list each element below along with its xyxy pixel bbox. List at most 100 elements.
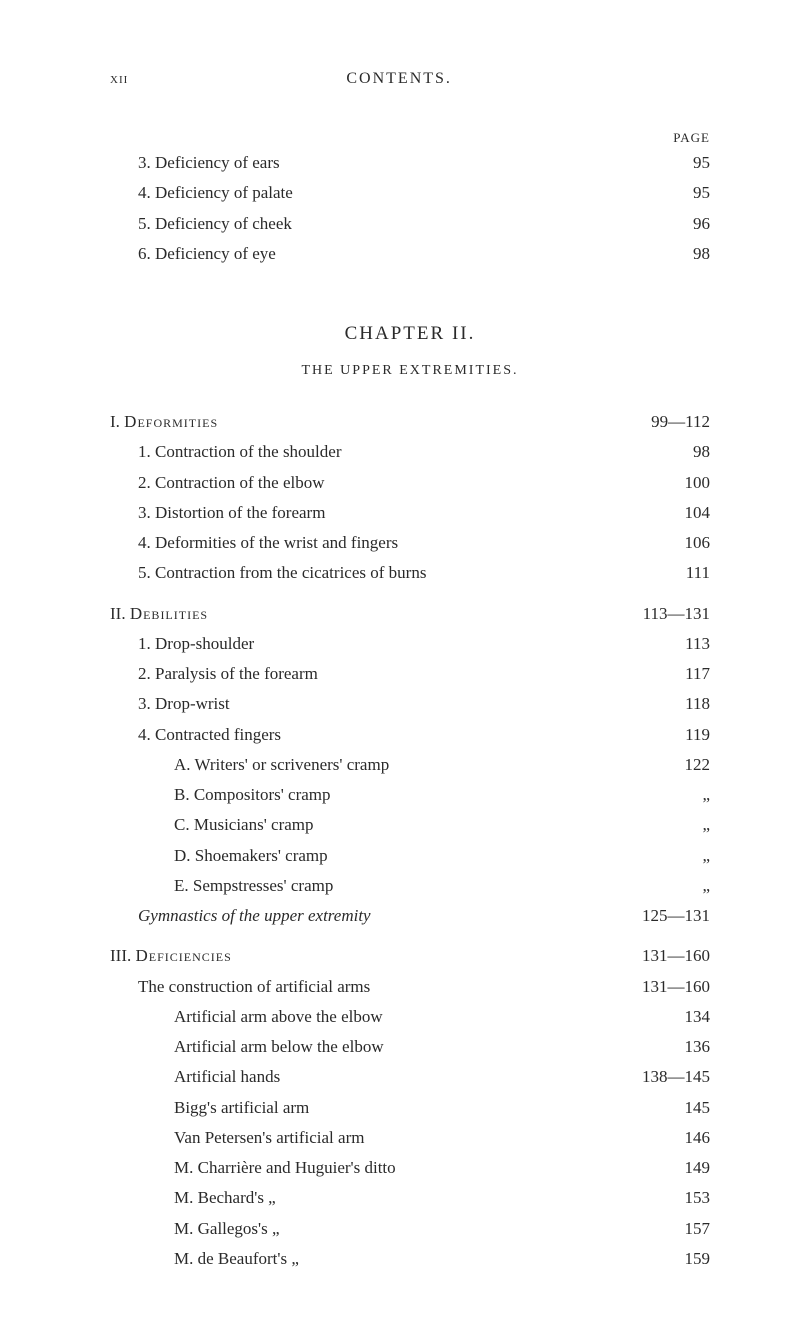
section-heading-row: I. Deformities 99—112 (110, 407, 710, 437)
toc-label: B. Compositors' cramp (174, 780, 630, 810)
section-range: 113—131 (630, 599, 710, 629)
section-range: 99—112 (630, 407, 710, 437)
toc-page: 96 (630, 209, 710, 239)
toc-label: Gymnastics of the upper extremity (138, 901, 630, 931)
toc-page: 159 (630, 1244, 710, 1274)
toc-label: 4. Deficiency of palate (138, 178, 630, 208)
toc-page: 98 (630, 239, 710, 269)
page-container: xii CONTENTS. PAGE 3. Deficiency of ears… (0, 0, 800, 1334)
toc-label: A. Writers' or scriveners' cramp (174, 750, 630, 780)
section-num: II. (110, 604, 126, 623)
toc-page: 125—131 (630, 901, 710, 931)
toc-entry: Bigg's artificial arm 145 (110, 1093, 710, 1123)
toc-label: Bigg's artificial arm (174, 1093, 630, 1123)
toc-entry: Artificial arm below the elbow 136 (110, 1032, 710, 1062)
spacer (110, 589, 710, 599)
toc-page: 146 (630, 1123, 710, 1153)
running-header: xii CONTENTS. (110, 70, 710, 88)
section-range: 131—160 (630, 941, 710, 971)
toc-entry: M. de Beaufort's „ 159 (110, 1244, 710, 1274)
toc-label: D. Shoemakers' cramp (174, 841, 630, 871)
toc-label: C. Musicians' cramp (174, 810, 630, 840)
toc-entry: Van Petersen's artificial arm 146 (110, 1123, 710, 1153)
toc-page: 119 (630, 720, 710, 750)
toc-label: 5. Deficiency of cheek (138, 209, 630, 239)
toc-page: „ (630, 810, 710, 840)
toc-label: 2. Paralysis of the forearm (138, 659, 630, 689)
chapter-subtitle: THE UPPER EXTREMITIES. (110, 363, 710, 379)
toc-page: 100 (630, 468, 710, 498)
toc-entry: Gymnastics of the upper extremity 125—13… (110, 901, 710, 931)
toc-entry: 2. Paralysis of the forearm 117 (110, 659, 710, 689)
toc-page: „ (630, 780, 710, 810)
section-heading-row: II. Debilities 113—131 (110, 599, 710, 629)
toc-page: 98 (630, 437, 710, 467)
toc-page: 131—160 (630, 972, 710, 1002)
toc-label: 2. Contraction of the elbow (138, 468, 630, 498)
toc-subentry: C. Musicians' cramp „ (110, 810, 710, 840)
toc-label: Van Petersen's artificial arm (174, 1123, 630, 1153)
toc-subentry: A. Writers' or scriveners' cramp 122 (110, 750, 710, 780)
section-heading-row: III. Deficiencies 131—160 (110, 941, 710, 971)
toc-label: 6. Deficiency of eye (138, 239, 630, 269)
toc-page: 149 (630, 1153, 710, 1183)
toc-page: 95 (630, 178, 710, 208)
toc-page: 95 (630, 148, 710, 178)
toc-label: Artificial arm below the elbow (174, 1032, 630, 1062)
toc-page: 122 (630, 750, 710, 780)
toc-label: M. Charrière and Huguier's ditto (174, 1153, 630, 1183)
toc-entry: 2. Contraction of the elbow 100 (110, 468, 710, 498)
toc-entry: 4. Contracted fingers 119 (110, 720, 710, 750)
header-spacer (670, 70, 710, 88)
toc-entry: 4. Deficiency of palate 95 (110, 178, 710, 208)
section-heading: II. Debilities (110, 599, 630, 629)
toc-page: 153 (630, 1183, 710, 1213)
toc-page: 118 (630, 689, 710, 719)
header-title: CONTENTS. (346, 70, 452, 88)
section-heading: III. Deficiencies (110, 941, 630, 971)
toc-entry: Artificial arm above the elbow 134 (110, 1002, 710, 1032)
toc-page: 113 (630, 629, 710, 659)
toc-entry: 6. Deficiency of eye 98 (110, 239, 710, 269)
toc-label: M. de Beaufort's „ (174, 1244, 630, 1274)
toc-label: E. Sempstresses' cramp (174, 871, 630, 901)
toc-entry: Artificial hands 138—145 (110, 1062, 710, 1092)
toc-entry: 3. Drop-wrist 118 (110, 689, 710, 719)
toc-label: 3. Distortion of the forearm (138, 498, 630, 528)
toc-page: 138—145 (630, 1062, 710, 1092)
header-page-number: xii (110, 70, 128, 88)
toc-label: 3. Deficiency of ears (138, 148, 630, 178)
section-num: III. (110, 946, 131, 965)
toc-page: „ (630, 871, 710, 901)
toc-label: The construction of artificial arms (138, 972, 630, 1002)
section-title: Deformities (124, 412, 218, 431)
toc-entry: M. Bechard's „ 153 (110, 1183, 710, 1213)
toc-subentry: D. Shoemakers' cramp „ (110, 841, 710, 871)
toc-page: 134 (630, 1002, 710, 1032)
toc-page: 136 (630, 1032, 710, 1062)
spacer (110, 931, 710, 941)
toc-label: 3. Drop-wrist (138, 689, 630, 719)
toc-page: 157 (630, 1214, 710, 1244)
toc-label: M. Bechard's „ (174, 1183, 630, 1213)
section-num: I. (110, 412, 120, 431)
page-column-label: PAGE (110, 130, 710, 146)
toc-label: Artificial hands (174, 1062, 630, 1092)
toc-page: 111 (630, 558, 710, 588)
toc-entry: 5. Deficiency of cheek 96 (110, 209, 710, 239)
toc-subentry: E. Sempstresses' cramp „ (110, 871, 710, 901)
toc-entry: 3. Deficiency of ears 95 (110, 148, 710, 178)
toc-label: 4. Contracted fingers (138, 720, 630, 750)
toc-page: 117 (630, 659, 710, 689)
toc-label: Artificial arm above the elbow (174, 1002, 630, 1032)
toc-label: 4. Deformities of the wrist and fingers (138, 528, 630, 558)
toc-page: 145 (630, 1093, 710, 1123)
toc-label: M. Gallegos's „ (174, 1214, 630, 1244)
toc-entry: 5. Contraction from the cicatrices of bu… (110, 558, 710, 588)
toc-entry: 1. Contraction of the shoulder 98 (110, 437, 710, 467)
chapter-title: CHAPTER II. (110, 323, 710, 345)
toc-label: 1. Contraction of the shoulder (138, 437, 630, 467)
section-heading: I. Deformities (110, 407, 630, 437)
toc-entry: 1. Drop-shoulder 113 (110, 629, 710, 659)
toc-entry: The construction of artificial arms 131—… (110, 972, 710, 1002)
